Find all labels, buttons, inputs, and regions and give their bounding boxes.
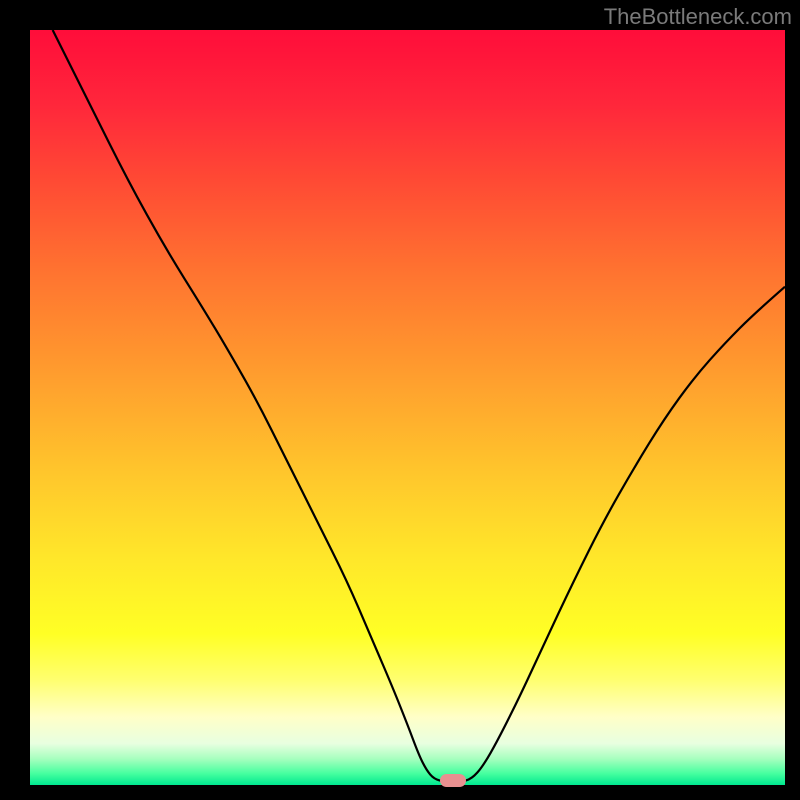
watermark-text: TheBottleneck.com <box>604 4 792 30</box>
chart-container: TheBottleneck.com <box>0 0 800 800</box>
plot-area <box>30 30 785 785</box>
bottleneck-curve <box>30 30 785 785</box>
optimal-marker <box>440 774 466 787</box>
